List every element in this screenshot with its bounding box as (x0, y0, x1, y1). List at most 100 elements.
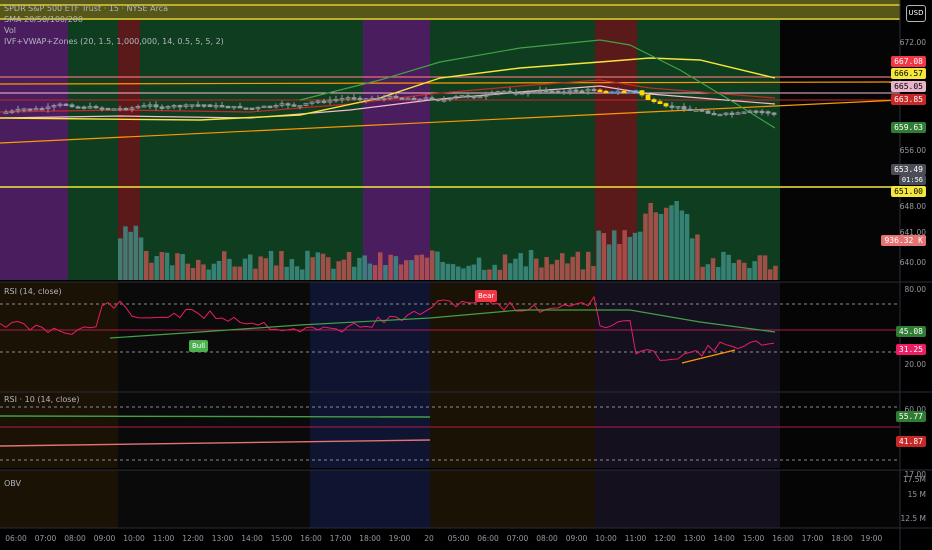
volume-bar (690, 238, 695, 280)
time-tick: 19:00 (860, 534, 883, 543)
volume-bar (154, 256, 159, 280)
indicator-sma[interactable]: SMA 20/50/100/200 (4, 15, 83, 24)
candle (501, 90, 507, 94)
candle (681, 106, 687, 110)
volume-bar (367, 263, 373, 280)
candle (207, 104, 213, 108)
volume-bar (632, 232, 638, 280)
candle (231, 105, 237, 109)
volume-bar (196, 259, 201, 280)
volume-bar (424, 257, 430, 280)
volume-bar (653, 212, 659, 280)
rsi-title[interactable]: RSI (14, close) (4, 287, 62, 296)
candle (369, 97, 375, 101)
candle (339, 98, 345, 101)
volume-bar (456, 266, 461, 280)
volume-bar (757, 255, 763, 280)
volume-bar (128, 231, 133, 280)
time-tick: 19:00 (388, 534, 411, 543)
rsi-ma-line (109, 309, 776, 339)
currency-selector[interactable]: USD (906, 5, 926, 22)
time-tick: 14:00 (241, 534, 263, 543)
candle (453, 96, 459, 99)
volume-bar (300, 269, 305, 280)
volume-bar (721, 251, 726, 280)
candle (585, 88, 591, 92)
chart-legend: SPDR S&P 500 ETF Trust · 15 · NYSE Arca … (4, 3, 224, 47)
volume-bar (274, 265, 279, 280)
candle (633, 90, 639, 93)
candle (561, 91, 567, 94)
rsi-value-badge: 31.25 (895, 344, 926, 355)
price-tick: 641.00 (899, 228, 926, 237)
volume-bar (398, 264, 404, 280)
time-tick: 10:00 (123, 534, 145, 543)
volume-bar (268, 250, 274, 280)
volume-bar (180, 253, 185, 280)
candle (465, 95, 471, 98)
volume-bar (185, 263, 191, 280)
candle (483, 94, 489, 97)
volume-bar (341, 259, 347, 280)
candle (69, 104, 75, 108)
candle (597, 89, 603, 92)
volume-bar (445, 263, 451, 280)
volume-badge: 936.32 K (881, 235, 926, 246)
candle (285, 103, 291, 106)
volume-bar (497, 269, 503, 280)
indicator-vol[interactable]: Vol (4, 26, 16, 35)
volume-bar (549, 264, 555, 280)
candle (291, 104, 297, 107)
candle (555, 90, 561, 94)
price-tick: 648.00 (899, 202, 926, 211)
candle (699, 109, 705, 112)
bull-signal: Bull (189, 340, 209, 352)
volume-bar (508, 263, 513, 280)
volume-bar (164, 252, 170, 280)
indicator-ivf[interactable]: IVF+VWAP+Zones (20, 1.5, 1,000,000, 14, … (4, 37, 224, 46)
obv-title[interactable]: OBV (4, 479, 22, 488)
candle (15, 108, 21, 112)
volume-bar (440, 261, 445, 280)
candle (33, 108, 39, 111)
candle (579, 90, 585, 93)
candle (447, 97, 453, 101)
volume-bar (560, 253, 565, 280)
volume-bar (710, 258, 716, 280)
candle (375, 97, 381, 101)
candle (93, 105, 99, 109)
candle (159, 106, 165, 109)
volume-bar (305, 250, 310, 280)
candle (609, 91, 615, 94)
session-band (140, 20, 363, 280)
time-tick: 10:00 (595, 534, 617, 543)
candle (243, 107, 249, 110)
candle (309, 101, 315, 104)
volume-bar (575, 251, 581, 280)
volume-bar (149, 262, 154, 280)
rsi-line (0, 295, 775, 361)
volume-bar (471, 264, 477, 280)
volume-bar (393, 256, 399, 280)
volume-bar (617, 243, 622, 280)
vwap-line (0, 57, 776, 121)
candle (387, 95, 393, 99)
price-badge: 667.08 (891, 56, 926, 67)
candle (657, 101, 663, 105)
candle (111, 108, 117, 111)
candle (669, 105, 675, 108)
volume-bar (201, 264, 206, 280)
rsi10-title[interactable]: RSI · 10 (14, close) (4, 395, 80, 404)
countdown-badge: 01:56 (898, 175, 926, 185)
obv-tick: 15 M (907, 490, 926, 499)
symbol-title[interactable]: SPDR S&P 500 ETF Trust · 15 · NYSE Arca (4, 4, 168, 13)
volume-bar (627, 236, 633, 280)
volume-bar (679, 210, 685, 280)
volume-bar (492, 264, 497, 280)
candle (621, 90, 627, 94)
candle (267, 105, 273, 108)
volume-bar (476, 257, 482, 280)
obv-tick: 17.5M (902, 475, 926, 484)
volume-bar (482, 269, 487, 280)
